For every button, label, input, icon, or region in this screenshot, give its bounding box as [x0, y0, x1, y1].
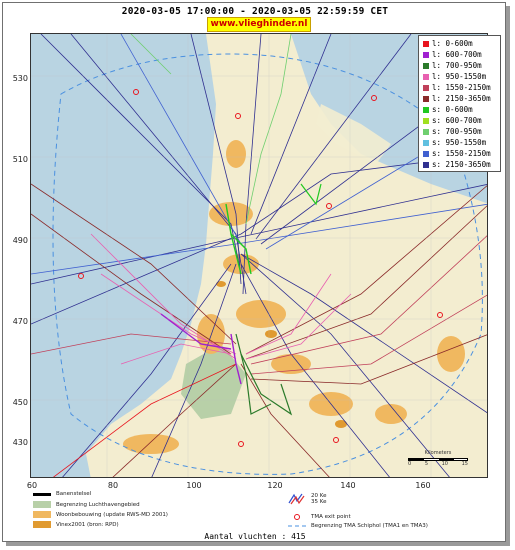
scale-graphic [408, 458, 468, 461]
legend-swatch [423, 139, 429, 146]
airport-swatch [33, 501, 51, 508]
legend-swatch [423, 150, 429, 157]
x-tick-label: 120 [267, 481, 283, 490]
legend-swatch [423, 51, 429, 58]
y-tick-label: 430 [12, 438, 28, 447]
legend-swatch [423, 106, 429, 113]
legend-item: s: 950-1550m [421, 137, 498, 148]
x-tick-label: 100 [186, 481, 202, 490]
map-frame: 2020-03-05 17:00:00 - 2020-03-05 22:59:5… [2, 2, 506, 542]
y-tick-label: 530 [12, 74, 28, 83]
polder-area [316, 104, 391, 164]
y-tick-label: 470 [12, 317, 28, 326]
exit-point-icon [294, 514, 300, 520]
legend-item: s: 600-700m [421, 115, 498, 126]
legend-item: s: 700-950m [421, 126, 498, 137]
brand-link[interactable]: www.vlieghinder.nl [207, 17, 311, 32]
y-tick-label: 490 [12, 236, 28, 245]
ke-icon [288, 493, 305, 505]
scale-tick: 15 [461, 461, 468, 467]
legend-item: l: 600-700m [421, 49, 498, 60]
tma-line-icon [288, 525, 306, 527]
legend-swatch [423, 161, 429, 168]
legend-swatch [423, 95, 429, 102]
runway-swatch [33, 492, 51, 496]
legend-item: l: 1550-2150m [421, 82, 498, 93]
legend-item: l: 2150-3650m [421, 93, 498, 104]
scale-tick: 10 [441, 461, 448, 467]
legend-swatch [423, 62, 429, 69]
legend-swatch [423, 84, 429, 91]
airport-boundary [181, 344, 246, 419]
tma-exit-points [78, 89, 443, 447]
legend-item: s: 0-600m [421, 104, 498, 115]
legend-ke: 20 Ke 35 Ke [288, 493, 326, 505]
map-canvas [31, 34, 487, 477]
vinex-swatch [33, 521, 51, 528]
legend-item: l: 700-950m [421, 60, 498, 71]
scale-tick: 5 [424, 461, 428, 467]
legend-runways: Banenstelsel [33, 491, 91, 497]
x-tick-label: 140 [340, 481, 356, 490]
legend-airport-boundary: Begrenzing Luchthavengebied [33, 501, 140, 508]
vinex-areas [216, 281, 347, 428]
legend-item: l: 0-600m [421, 38, 498, 49]
legend-swatch [423, 128, 429, 135]
legend-item: l: 950-1550m [421, 71, 498, 82]
scale-bar: Kilometers 0 5 10 15 [408, 450, 468, 470]
legend-swatch [423, 73, 429, 80]
y-tick-label: 510 [12, 155, 28, 164]
urban-areas [123, 140, 465, 454]
grid-lines [31, 34, 487, 477]
legend-tma-boundary: Begrenzing TMA Schiphol (TMA1 en TMA3) [288, 523, 428, 529]
x-tick-label: 160 [415, 481, 431, 490]
legend-swatch [423, 40, 429, 47]
legend-swatch [423, 117, 429, 124]
page-title: 2020-03-05 17:00:00 - 2020-03-05 22:59:5… [121, 6, 389, 17]
legend-item: s: 2150-3650m [421, 159, 498, 170]
legend-vinex: Vinex2001 (bron: RPD) [33, 521, 119, 528]
flight-tracks [31, 34, 487, 477]
altitude-legend: l: 0-600m l: 600-700m l: 700-950m l: 950… [418, 35, 501, 172]
scale-tick: 0 [408, 461, 412, 467]
map-legend: Banenstelsel Begrenzing Luchthavengebied… [33, 491, 493, 531]
flight-track-map[interactable] [30, 33, 488, 478]
tma-boundary [52, 53, 483, 475]
y-tick-label: 450 [12, 398, 28, 407]
x-tick-label: 80 [107, 481, 119, 490]
flight-count: Aantal vluchten : 415 [204, 532, 306, 541]
legend-item: s: 1550-2150m [421, 148, 498, 159]
legend-tma-exit: TMA exit point [288, 513, 351, 521]
x-tick-label: 60 [26, 481, 38, 490]
legend-housing: Woonbebouwing (update RWS-MD 2001) [33, 511, 168, 518]
housing-swatch [33, 511, 51, 518]
scale-label: Kilometers [424, 450, 452, 456]
